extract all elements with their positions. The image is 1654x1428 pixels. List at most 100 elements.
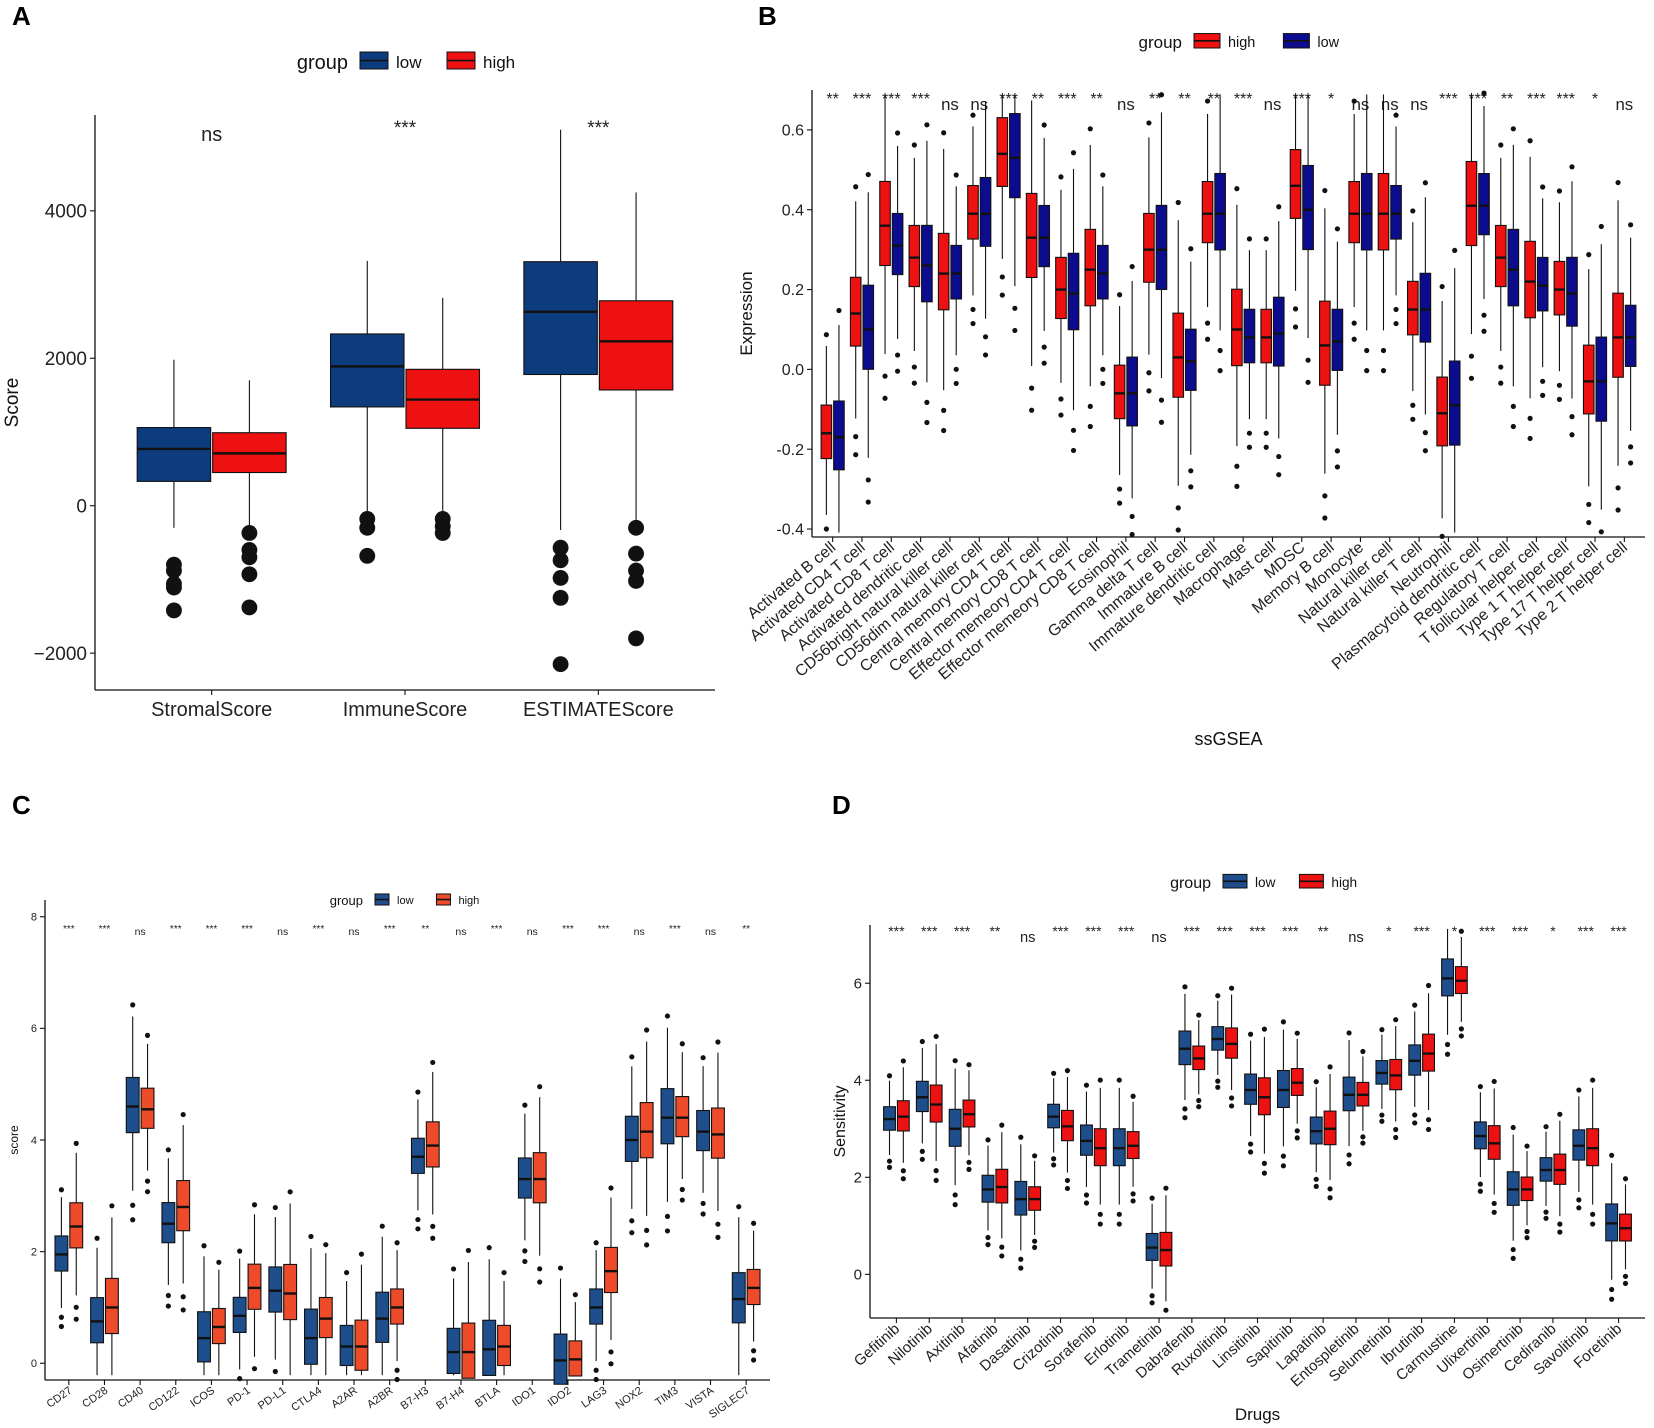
panel-d-gefitinib-high-outlier-1 [900,1176,906,1182]
panel-b-gamma-delta-t-cell-high-box [1143,212,1155,283]
panel-b-eosinophil-low-outlier-1 [1129,531,1135,538]
panel-b-mast-cell-significance: ns [1264,95,1282,114]
panel-d-osimertinib-low-outlier-2 [1510,1124,1516,1131]
panel-b-cd56bright-natural-killer-cell-high-box [937,232,950,311]
panel-c-vista-low-outlier-1 [700,1211,706,1217]
panel-b-regulatory-t-cell-low-outlier-2 [1510,126,1516,132]
panel-b-t-follicular-helper-cell-high-outlier-1 [1527,435,1533,442]
panel-b-natural-killer-cell-high-outlier-0 [1380,347,1387,354]
panel-b-cd56dim-natural-killer-cell-significance: ns [970,95,988,114]
panel-b-type-1-t-helper-cell-low-outlier-2 [1569,164,1575,170]
panel-d-dasatinib-high-outlier-0 [1032,1238,1038,1244]
panel-b-neutrophil-high-box [1436,376,1448,447]
panel-d-sorafenib-low-outlier-2 [1083,1082,1090,1088]
panel-c-lag3-significance: *** [598,924,610,935]
panel-b-type-17-t-helper-cell-low-outlier-1 [1598,223,1604,230]
panel-d-sapitinib-low-outlier-2 [1280,1019,1287,1025]
panel-b-activated-b-cell-high-box [820,404,833,460]
panel-d-sapitinib-high-outlier-1 [1294,1135,1300,1141]
panel-c-legend-title: group [330,893,363,908]
panel-d-entospletinib-low-outlier-2 [1346,1030,1352,1036]
panel-b-central-memory-cd8-t-cell-low-outlier-2 [1041,122,1047,128]
panel-d-dasatinib-high-outlier-1 [1032,1244,1038,1251]
panel-d-selumetinib-high-outlier-1 [1393,1134,1399,1141]
panel-a-y-tick-label: 4000 [45,201,87,222]
panel-d-afatinib-low-outlier-1 [985,1242,991,1248]
panel-b-immature-b-cell-high-outlier-0 [1175,505,1181,511]
panel-c-cd28-significance: *** [99,924,111,935]
panel-b-mast-cell-high-box [1260,308,1273,364]
panel-b-immature-b-cell-high-outlier-1 [1175,527,1181,533]
panel-b-cd56bright-natural-killer-cell-high-outlier-1 [941,427,947,434]
panel-c-cd40-low-outlier-0 [130,1202,136,1208]
panel-c-a2ar-high-box [354,1319,369,1371]
panel-d-entospletinib-high-outlier-0 [1360,1134,1366,1140]
panel-b-macrophage-high-outlier-0 [1234,463,1240,469]
panel-d-y-axis-label: Sensitivity [832,1085,849,1157]
panel-b-effector-memeory-cd4-t-cell-significance: *** [1058,91,1077,108]
panel-d-ibrutinib-significance: *** [1413,923,1430,939]
panel-d-entospletinib-high-outlier-1 [1360,1140,1366,1146]
panel-b-cd56dim-natural-killer-cell-high-outlier-0 [970,306,976,313]
panel-b-type-17-t-helper-cell-significance: * [1592,91,1598,108]
panel-b-type-1-t-helper-cell-high-outlier-0 [1556,382,1563,388]
panel-b-activated-cd4-t-cell-high-outlier-1 [853,452,859,458]
panel-d-linsitinib-significance: *** [1249,923,1266,939]
panel-d-savolitinib-high-outlier-1 [1590,1221,1596,1227]
panel-c-y-tick-label: 0 [31,1358,37,1370]
panel-d-x-axis-label: Drugs [1235,1405,1280,1424]
panel-b-activated-cd4-t-cell-low-box [862,284,875,370]
panel-b-cd56bright-natural-killer-cell-low-outlier-2 [953,172,959,178]
panel-b-natural-killer-cell-low-outlier-2 [1393,112,1399,118]
panel-b-type-1-t-helper-cell-low-outlier-0 [1569,414,1575,420]
panel-b-type-1-t-helper-cell-high-outlier-1 [1556,396,1563,402]
panel-c-icos-low-outlier-0 [201,1243,207,1249]
panel-c-cd27-significance: *** [63,924,75,935]
panel-b-immature-dendritic-cell-high-outlier-2 [1204,98,1211,104]
panel-b-activated-cd4-t-cell-low-outlier-1 [865,499,871,505]
panel-d-ibrutinib-high-outlier-0 [1425,1117,1432,1123]
panel-b-activated-b-cell-high-outlier-0 [823,526,829,532]
panel-c-nox2-significance: ns [634,926,645,938]
panel-b-cd56bright-natural-killer-cell-low-outlier-0 [953,366,959,372]
panel-d-foretinib-high-outlier-0 [1622,1273,1629,1279]
panel-d-cediranib-high-outlier-0 [1557,1221,1563,1227]
panel-b-cd56bright-natural-killer-cell-high-outlier-2 [941,130,947,136]
panel-d-ulixertinib-low-outlier-2 [1477,1083,1483,1090]
panel-b-natural-killer-t-cell-high-box [1406,280,1419,336]
panel-b-central-memory-cd4-t-cell-high-outlier-0 [999,274,1005,280]
panel-d-ibrutinib-low-outlier-1 [1412,1120,1418,1126]
panel-d-y-tick-label: 6 [854,975,862,992]
panel-d-lapatinib-high-outlier-0 [1327,1186,1333,1192]
panel-b-neutrophil-low-outlier-0 [1452,247,1458,254]
panel-b-neutrophil-high-outlier-1 [1439,283,1445,290]
panel-c-ido1-x-tick-label: IDO1 [510,1385,538,1410]
panel-d-afatinib-low-outlier-0 [985,1234,991,1241]
panel-b-central-memory-cd8-t-cell-high-box [1025,192,1038,279]
panel-c-cd122-high-outlier-0 [180,1294,186,1300]
panel-c-pd-l1-x-tick-label: PD-L1 [256,1385,288,1413]
panel-a-estimatescore-high-outlier-3 [628,572,645,589]
panel-d-legend-label-low: low [1255,875,1276,890]
panel-b-effector-memeory-cd8-t-cell-low-box [1097,244,1109,300]
panel-b-effector-memeory-cd8-t-cell-high-box [1084,228,1097,307]
panel-d-lapatinib-low-outlier-2 [1313,1079,1319,1085]
panel-d-selumetinib-low-outlier-1 [1379,1118,1385,1124]
panel-d-dabrafenib-low-outlier-1 [1182,1115,1188,1121]
panel-d-sapitinib-significance: *** [1282,923,1299,939]
panel-c-a2br-low-outlier-0 [379,1223,385,1229]
panel-c-siglec7-high-outlier-1 [750,1357,757,1363]
panel-d-linsitinib-low-outlier-0 [1247,1141,1254,1147]
panel-b-memory-b-cell-low-outlier-1 [1334,464,1341,470]
panel-b-type-1-t-helper-cell-low-box [1566,256,1578,327]
panel-b-regulatory-t-cell-high-outlier-2 [1498,142,1504,148]
panel-a-stromalscore-high-outlier-4 [241,599,258,616]
panel-d-linsitinib-high-outlier-2 [1261,1026,1268,1032]
panel-c-pd-1-low-outlier-0 [237,1376,243,1382]
panel-b-macrophage-low-outlier-0 [1246,430,1253,436]
panel-d-osimertinib-low-outlier-0 [1510,1246,1516,1253]
panel-b-memory-b-cell-low-outlier-2 [1334,226,1341,232]
panel-b-monocyte-high-outlier-0 [1351,320,1357,326]
panel-d-ruxolitinib-significance: *** [1216,923,1233,939]
panel-c-a2ar-low-outlier-0 [344,1269,350,1276]
